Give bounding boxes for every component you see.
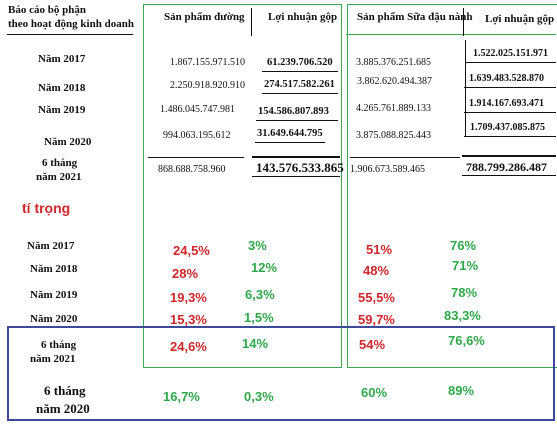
soy-profit-2019: 1.914.167.693.471 bbox=[469, 98, 544, 109]
w-soy-6m-2021: 54% bbox=[359, 337, 386, 352]
soy-6m-2021: 1.906.673.589.465 bbox=[350, 164, 425, 175]
year-2020: Năm 2020 bbox=[44, 136, 92, 148]
w-soy-profit-6m-2020: 89% bbox=[448, 383, 475, 398]
w-sugar-profit-2017: 3% bbox=[248, 238, 267, 253]
soy-2017: 3.885.376.251.685 bbox=[356, 57, 431, 68]
rule-sop-total bbox=[462, 155, 556, 157]
rule-sop-2017 bbox=[466, 62, 556, 63]
rule-sp-2017 bbox=[262, 71, 338, 72]
w-sugar-2018: 28% bbox=[172, 266, 199, 281]
w-sugar-profit-2020: 1,5% bbox=[244, 310, 274, 325]
rule-sop-left bbox=[465, 40, 466, 136]
soy-2018: 3.862.620.494.387 bbox=[357, 76, 432, 87]
w-soy-2018: 48% bbox=[363, 263, 390, 278]
sugar-6m-2021: 868.688.758.960 bbox=[158, 164, 226, 175]
gross-profit-header-2: Lợi nhuận gộp bbox=[485, 13, 555, 25]
rule-sp-2020 bbox=[255, 142, 325, 143]
rule-sp-total-under bbox=[252, 176, 340, 177]
rule-sop-2019 bbox=[464, 112, 556, 113]
header-rule-left bbox=[7, 34, 133, 35]
header-rule-right bbox=[346, 34, 556, 35]
segment-label-line1: Báo cáo bộ phận bbox=[8, 4, 86, 16]
rule-soy-total bbox=[350, 157, 460, 158]
sugar-column-frame bbox=[143, 4, 342, 368]
sugar-products-header: Sản phẩm đường bbox=[164, 11, 245, 23]
soy-products-header: Sản phẩm Sữa đậu nành bbox=[357, 11, 473, 23]
w-soy-profit-6m-2021: 76,6% bbox=[448, 333, 485, 348]
gross-profit-header-1: Lợi nhuận gộp bbox=[268, 11, 338, 23]
w-year-6m-2020-line1: 6 tháng bbox=[44, 383, 86, 398]
w-sugar-profit-2019: 6,3% bbox=[245, 287, 275, 302]
soy-profit-2017: 1.522.025.151.971 bbox=[473, 48, 548, 59]
w-soy-profit-2020: 83,3% bbox=[444, 308, 481, 323]
w-sugar-6m-2021: 24,6% bbox=[170, 339, 207, 354]
w-soy-2020: 59,7% bbox=[358, 312, 395, 327]
w-sugar-profit-6m-2021: 14% bbox=[242, 336, 269, 351]
w-sugar-6m-2020: 16,7% bbox=[163, 389, 200, 404]
soy-column-frame bbox=[347, 4, 557, 368]
w-soy-2019: 55,5% bbox=[358, 290, 395, 305]
w-year-2019: Năm 2019 bbox=[30, 289, 78, 301]
w-soy-profit-2018: 71% bbox=[452, 258, 479, 273]
year-2019: Năm 2019 bbox=[38, 104, 86, 116]
rule-sop-2020 bbox=[464, 136, 556, 137]
soy-2019: 4.265.761.889.133 bbox=[356, 103, 431, 114]
w-soy-2017: 51% bbox=[366, 242, 393, 257]
rule-sp-total bbox=[252, 156, 340, 158]
year-6m-2021-line2: năm 2021 bbox=[36, 171, 82, 183]
rule-sop-total-under bbox=[462, 175, 556, 176]
sugar-profit-2020: 31.649.644.795 bbox=[257, 128, 323, 139]
sugar-profit-2018: 274.517.582.261 bbox=[264, 79, 335, 90]
sugar-profit-2019: 154.586.807.893 bbox=[258, 106, 329, 117]
rule-sp-2019 bbox=[256, 120, 338, 121]
year-2017: Năm 2017 bbox=[38, 53, 86, 65]
soy-profit-2020: 1.709.437.085.875 bbox=[470, 122, 545, 133]
column-rule-1 bbox=[251, 8, 252, 36]
sugar-profit-2017: 61.239.706.520 bbox=[267, 57, 333, 68]
weight-label: tí trọng bbox=[22, 200, 71, 216]
sugar-profit-6m-2021: 143.576.533.865 bbox=[256, 160, 344, 175]
w-soy-profit-2019: 78% bbox=[451, 285, 478, 300]
sugar-2018: 2.250.918.920.910 bbox=[170, 80, 245, 91]
year-6m-2021-line1: 6 tháng bbox=[42, 157, 78, 169]
w-year-2017: Năm 2017 bbox=[27, 240, 75, 252]
rule-sop-2018 bbox=[464, 87, 556, 88]
w-sugar-2017: 24,5% bbox=[173, 243, 210, 258]
rule-sugar-total bbox=[148, 157, 244, 158]
w-year-6m-2021-line1: 6 tháng bbox=[41, 339, 77, 351]
w-soy-profit-2017: 76% bbox=[450, 238, 477, 253]
rule-sp-2018 bbox=[262, 93, 338, 94]
segment-label-line2: theo hoạt động kinh doanh bbox=[8, 18, 134, 30]
year-2018: Năm 2018 bbox=[38, 82, 86, 94]
w-sugar-2019: 19,3% bbox=[170, 290, 207, 305]
w-year-6m-2021-line2: năm 2021 bbox=[30, 353, 76, 365]
soy-profit-6m-2021: 788.799.286.487 bbox=[466, 160, 547, 174]
soy-2020: 3.875.088.825.443 bbox=[356, 130, 431, 141]
sugar-2019: 1.486.045.747.981 bbox=[160, 104, 235, 115]
w-soy-6m-2020: 60% bbox=[361, 385, 388, 400]
highlight-frame bbox=[7, 326, 555, 421]
soy-profit-2018: 1.639.483.528.870 bbox=[469, 73, 544, 84]
column-rule-2 bbox=[463, 8, 464, 36]
sugar-2017: 1.867.155.971.510 bbox=[170, 57, 245, 68]
w-sugar-profit-2018: 12% bbox=[251, 260, 278, 275]
w-year-2020: Năm 2020 bbox=[30, 313, 78, 325]
w-sugar-profit-6m-2020: 0,3% bbox=[244, 389, 274, 404]
w-year-2018: Năm 2018 bbox=[30, 263, 78, 275]
w-year-6m-2020-line2: năm 2020 bbox=[36, 401, 90, 416]
highlight-frame-left bbox=[7, 326, 9, 419]
sugar-2020: 994.063.195.612 bbox=[163, 130, 231, 141]
w-sugar-2020: 15,3% bbox=[170, 312, 207, 327]
